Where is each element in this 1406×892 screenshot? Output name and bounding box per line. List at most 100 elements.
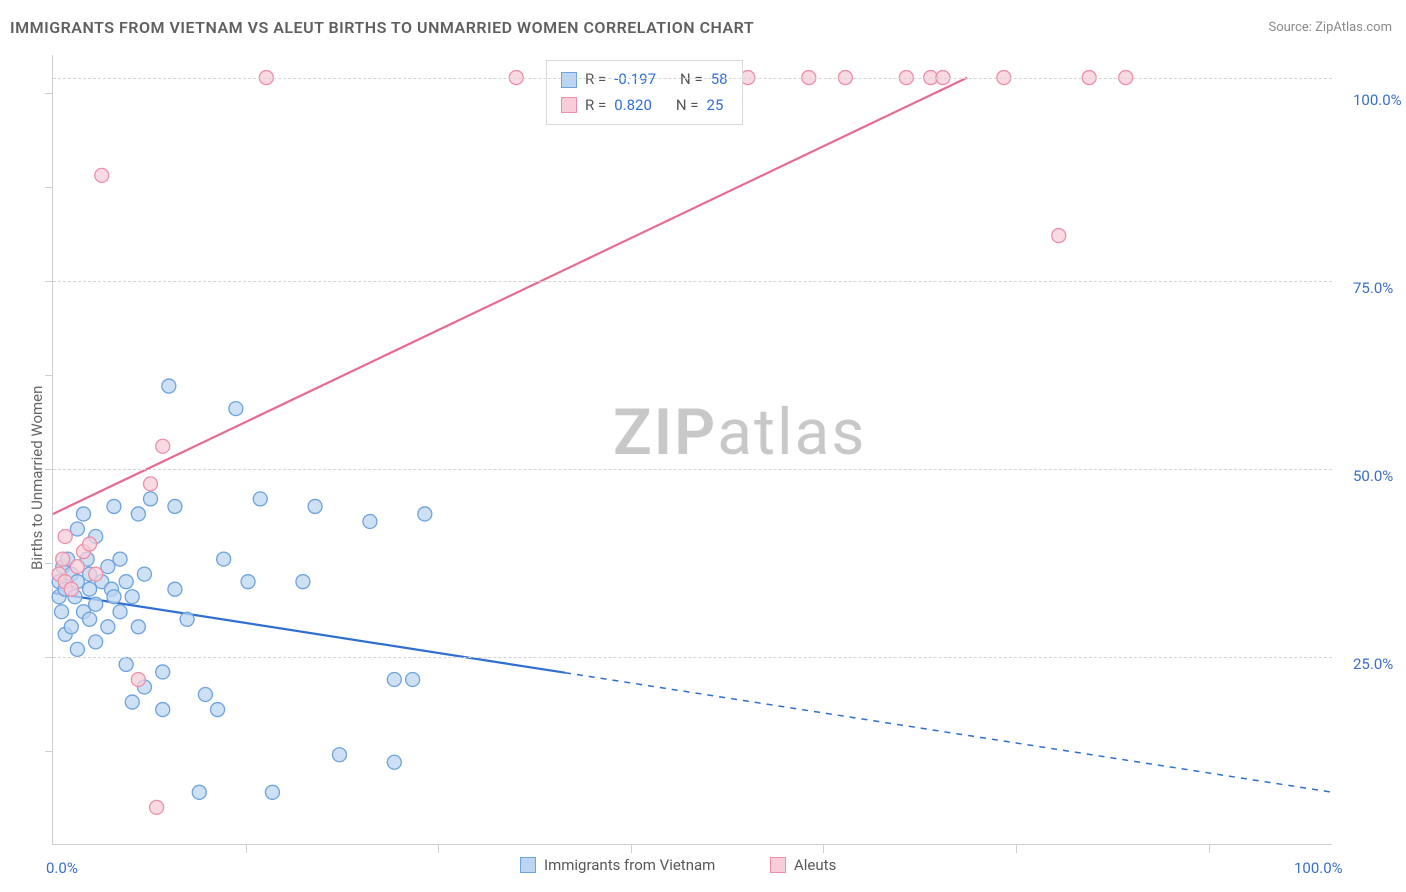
n-label: N = xyxy=(676,93,699,119)
data-point xyxy=(180,612,194,626)
legend-swatch-0 xyxy=(520,857,536,873)
plot-svg xyxy=(53,55,1332,844)
legend-series-1: Aleuts xyxy=(770,856,836,874)
x-tick-mark xyxy=(246,845,247,853)
gridline xyxy=(53,657,1332,658)
data-point xyxy=(144,477,158,491)
data-point xyxy=(241,575,255,589)
y-tick-label: 25.0% xyxy=(1353,655,1406,673)
data-point xyxy=(387,755,401,769)
data-point xyxy=(89,597,103,611)
y-tick-mark xyxy=(45,657,53,658)
r-value[interactable]: -0.197 xyxy=(614,67,656,93)
y-tick-mark xyxy=(45,375,53,376)
legend-swatch xyxy=(561,97,577,113)
data-point xyxy=(89,567,103,581)
gridline xyxy=(53,78,1332,79)
legend-correlation-row: R = 0.820 N = 25 xyxy=(561,93,728,119)
data-point xyxy=(229,402,243,416)
legend-swatch xyxy=(561,72,577,88)
x-tick-mark xyxy=(1209,845,1210,853)
trend-line-dashed xyxy=(565,673,1333,793)
data-point xyxy=(253,492,267,506)
data-point xyxy=(58,530,72,544)
data-point xyxy=(150,800,164,814)
x-axis-max-label: 100.0% xyxy=(1294,859,1343,877)
data-point xyxy=(89,635,103,649)
x-tick-mark xyxy=(1016,845,1017,853)
data-point xyxy=(131,672,145,686)
x-tick-mark xyxy=(438,845,439,853)
data-point xyxy=(156,703,170,717)
legend-swatch-1 xyxy=(770,857,786,873)
data-point xyxy=(125,590,139,604)
y-tick-label: 75.0% xyxy=(1353,279,1406,297)
data-point xyxy=(70,522,84,536)
n-value[interactable]: 58 xyxy=(711,67,728,93)
data-point xyxy=(113,552,127,566)
data-point xyxy=(95,168,109,182)
plot-area: ZIPatlas R =-0.197N =58R =0.820N =25 25.… xyxy=(52,55,1332,845)
y-tick-mark xyxy=(45,187,53,188)
data-point xyxy=(387,672,401,686)
data-point xyxy=(168,499,182,513)
legend-correlation: R =-0.197N =58R =0.820N =25 xyxy=(546,60,743,125)
data-point xyxy=(1052,229,1066,243)
y-tick-mark xyxy=(45,563,53,564)
x-tick-mark xyxy=(631,845,632,853)
data-point xyxy=(192,785,206,799)
y-axis-title: Births to Unmarried Women xyxy=(28,386,46,570)
data-point xyxy=(406,672,420,686)
data-point xyxy=(168,582,182,596)
data-point xyxy=(162,379,176,393)
legend-label-0: Immigrants from Vietnam xyxy=(544,856,715,874)
x-axis-min-label: 0.0% xyxy=(46,859,78,877)
data-point xyxy=(137,567,151,581)
y-tick-label: 50.0% xyxy=(1353,467,1406,485)
n-label: N = xyxy=(680,67,703,93)
data-point xyxy=(156,439,170,453)
trend-line-solid xyxy=(53,78,967,514)
data-point xyxy=(113,605,127,619)
data-point xyxy=(56,552,70,566)
y-tick-mark xyxy=(45,281,53,282)
r-label: R = xyxy=(585,93,606,119)
data-point xyxy=(70,642,84,656)
data-point xyxy=(119,575,133,589)
data-point xyxy=(198,688,212,702)
data-point xyxy=(332,748,346,762)
data-point xyxy=(125,695,139,709)
data-point xyxy=(131,620,145,634)
data-point xyxy=(83,537,97,551)
data-point xyxy=(70,560,84,574)
source-label: Source: ZipAtlas.com xyxy=(1268,20,1392,35)
y-tick-mark xyxy=(45,93,53,94)
data-point xyxy=(363,514,377,528)
data-point xyxy=(265,785,279,799)
data-point xyxy=(156,665,170,679)
chart-title: IMMIGRANTS FROM VIETNAM VS ALEUT BIRTHS … xyxy=(10,18,754,37)
data-point xyxy=(101,620,115,634)
r-value[interactable]: 0.820 xyxy=(614,93,652,119)
data-point xyxy=(211,703,225,717)
legend-correlation-row: R = -0.197 N = 58 xyxy=(561,67,728,93)
data-point xyxy=(83,582,97,596)
data-point xyxy=(418,507,432,521)
data-point xyxy=(217,552,231,566)
data-point xyxy=(107,590,121,604)
data-point xyxy=(144,492,158,506)
chart-container: IMMIGRANTS FROM VIETNAM VS ALEUT BIRTHS … xyxy=(0,0,1406,892)
r-label: R = xyxy=(585,67,606,93)
data-point xyxy=(119,657,133,671)
data-point xyxy=(296,575,310,589)
data-point xyxy=(64,582,78,596)
gridline xyxy=(53,281,1332,282)
data-point xyxy=(308,499,322,513)
y-tick-label: 100.0% xyxy=(1353,91,1406,109)
data-point xyxy=(64,620,78,634)
legend-series-0: Immigrants from Vietnam xyxy=(520,856,715,874)
data-point xyxy=(101,560,115,574)
n-value[interactable]: 25 xyxy=(707,93,724,119)
data-point xyxy=(131,507,145,521)
x-tick-mark xyxy=(823,845,824,853)
